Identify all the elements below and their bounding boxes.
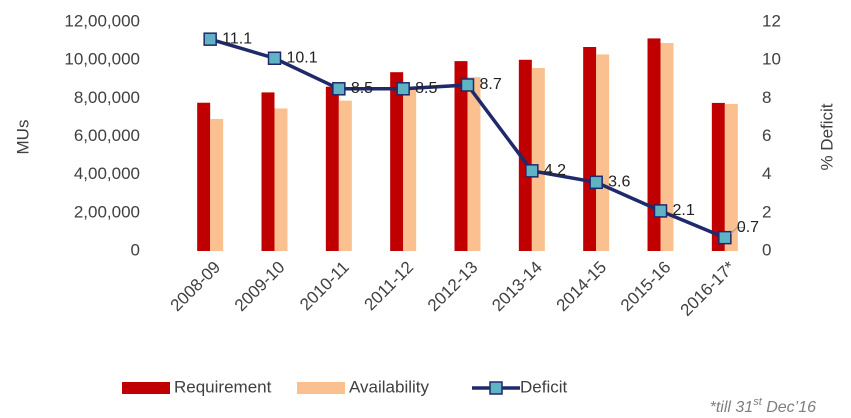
data-label: 10.1: [287, 49, 318, 66]
data-label: 4.2: [544, 162, 566, 179]
marker: [267, 51, 282, 66]
bar: [596, 54, 610, 251]
legend-swatch: [122, 382, 170, 394]
leader-line: [730, 227, 745, 234]
footnote: *till 31st Dec’16: [710, 396, 816, 416]
note-text: *till 31: [710, 399, 754, 416]
note-sup: st: [753, 396, 763, 408]
bar: [724, 103, 738, 252]
x-tick-label: 2011-12: [360, 258, 417, 315]
x-tick-label: 2008-09: [167, 258, 225, 316]
y-tick-label: 4,00,000: [74, 164, 140, 183]
y-tick-label: 12,00,000: [64, 11, 140, 30]
bar: [325, 86, 339, 251]
data-label: 2.1: [673, 202, 695, 219]
y-axis-title: MUs: [13, 120, 32, 155]
y2-axis-title: % Deficit: [817, 103, 836, 170]
y-tick-label: 2,00,000: [74, 202, 140, 221]
marker: [718, 230, 732, 245]
legend-label: Deficit: [520, 377, 568, 396]
marker: [653, 204, 668, 218]
bar: [467, 77, 481, 251]
marker: [396, 82, 410, 96]
data-label: 8.5: [351, 80, 373, 97]
y2-tick-label: 8: [762, 88, 771, 107]
x-tick-label: 2010-11: [296, 258, 353, 315]
bar: [518, 59, 532, 251]
bar: [390, 72, 404, 251]
bar: [454, 61, 468, 251]
data-label: 8.7: [480, 76, 502, 93]
legend-label: Availability: [349, 377, 430, 396]
legend-marker: [489, 381, 503, 395]
y2-tick-label: 12: [762, 11, 781, 30]
y2-tick-label: 4: [762, 164, 771, 183]
data-label: 8.5: [415, 80, 437, 97]
x-tick-label: 2009-10: [231, 258, 289, 316]
y2-tick-label: 0: [762, 240, 771, 259]
data-label: 11.1: [222, 30, 252, 47]
data-label: 0.7: [737, 219, 759, 236]
x-tick-label: 2013-14: [488, 258, 546, 316]
x-tick-label: 2015-16: [617, 258, 675, 316]
marker: [589, 175, 603, 190]
bar: [583, 46, 597, 251]
marker: [460, 78, 475, 92]
bar: [531, 67, 545, 251]
bar: [647, 38, 661, 251]
y-tick-label: 0: [131, 240, 140, 259]
legend-label: Requirement: [174, 377, 272, 396]
y-tick-label: 8,00,000: [74, 88, 140, 107]
x-tick-label: 2016-17*: [677, 257, 740, 320]
bar: [403, 87, 417, 251]
bar: [274, 108, 288, 251]
y-tick-label: 10,00,000: [64, 50, 140, 69]
bar: [338, 100, 352, 251]
bar: [197, 102, 211, 251]
marker: [203, 32, 217, 46]
x-tick-label: 2012-13: [424, 258, 482, 316]
y-tick-label: 6,00,000: [74, 126, 140, 145]
note-rest: Dec’16: [762, 399, 816, 416]
marker: [525, 164, 539, 178]
bar: [210, 118, 224, 252]
legend-swatch: [297, 382, 345, 394]
bar: [261, 92, 275, 251]
marker: [332, 82, 346, 96]
bar: [660, 42, 674, 251]
data-label: 3.6: [608, 174, 630, 191]
bar: [711, 102, 725, 251]
y2-tick-label: 2: [762, 202, 771, 221]
y2-tick-label: 6: [762, 126, 771, 145]
x-tick-label: 2014-15: [553, 258, 611, 316]
y2-tick-label: 10: [762, 50, 781, 69]
